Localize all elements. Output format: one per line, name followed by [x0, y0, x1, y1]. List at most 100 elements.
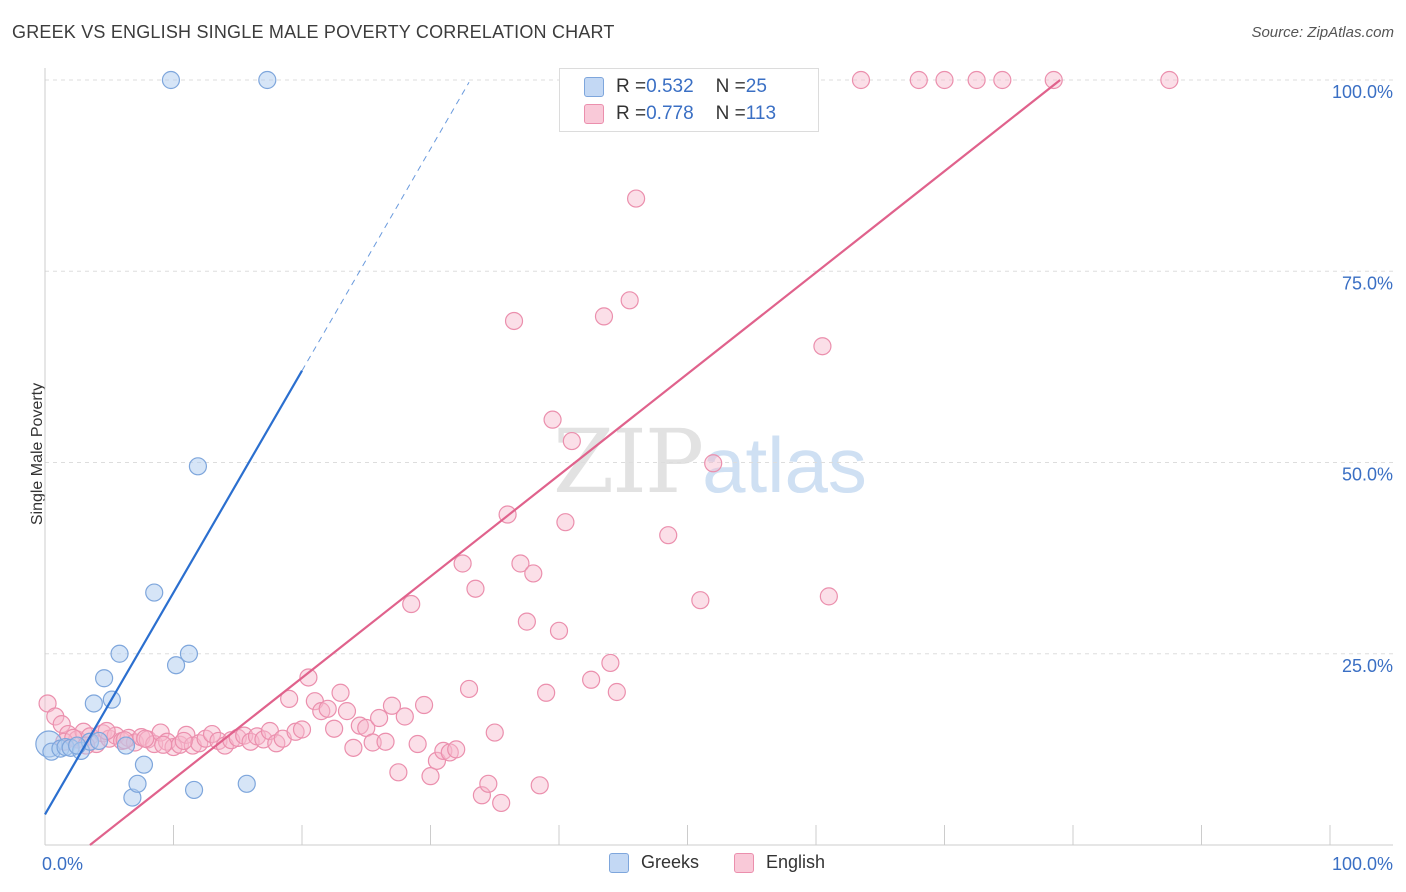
english-point-90 [659, 526, 678, 545]
english-point-79 [549, 621, 569, 640]
english-point-50 [363, 733, 382, 752]
english-point-73 [511, 554, 530, 573]
greeks-point-18 [166, 656, 186, 675]
english-trend-line [89, 79, 1061, 846]
y-tick-label-1: 50.0% [1342, 465, 1393, 485]
greeks-points [35, 70, 277, 807]
legend-row-english: R = 0.778 N = 113 [584, 102, 777, 126]
english-point-58 [414, 695, 434, 715]
greeks-n-value: 25 [745, 76, 767, 97]
english-point-74 [517, 612, 536, 631]
greeks-point-14 [128, 774, 147, 793]
gridlines [45, 79, 1393, 655]
greeks-point-19 [179, 644, 199, 663]
english-point-46 [337, 702, 357, 721]
source-label: Source: ZipAtlas.com [1251, 24, 1394, 41]
greeks-point-8 [89, 731, 109, 751]
english-point-110 [136, 729, 155, 748]
english-point-76 [530, 776, 549, 795]
english-point-111 [154, 735, 173, 754]
english-point-68 [479, 774, 498, 793]
english-point-65 [459, 679, 479, 699]
english-point-53 [382, 696, 402, 715]
greeks-legend-label: Greeks [641, 852, 700, 872]
english-point-93 [704, 454, 723, 473]
y-tick-label-3: 100.0% [1332, 82, 1393, 102]
greeks-point-11 [110, 644, 129, 663]
correlation-legend: R = 0.532 N = 25 R = 0.778 N = 113 [559, 68, 819, 132]
english-point-100 [935, 70, 954, 90]
english-point-54 [389, 763, 408, 782]
english-point-56 [402, 594, 421, 614]
english-point-59 [421, 767, 440, 786]
english-point-2 [52, 715, 71, 734]
english-point-26 [209, 731, 228, 751]
english-point-75 [524, 564, 543, 583]
y-tick-label-0: 25.0% [1342, 656, 1393, 676]
x-tick-label-1: 100.0% [1332, 854, 1393, 874]
english-point-25 [202, 724, 222, 744]
english-point-52 [376, 732, 395, 751]
greeks-point-21 [188, 457, 208, 476]
greeks-point-16 [145, 583, 164, 602]
chart-title: GREEK VS ENGLISH SINGLE MALE POVERTY COR… [12, 22, 615, 42]
english-point-69 [485, 723, 504, 742]
greeks-point-17 [161, 70, 181, 90]
x-tick-label-0: 0.0% [42, 854, 83, 874]
english-point-78 [543, 410, 562, 429]
english-point-72 [504, 311, 524, 331]
watermark-atlas: atlas [702, 421, 867, 509]
english-n-value: 113 [745, 103, 777, 124]
english-point-77 [537, 683, 556, 702]
english-point-80 [556, 513, 575, 532]
english-point-92 [691, 591, 710, 610]
english-point-101 [967, 70, 986, 90]
english-point-86 [607, 682, 626, 702]
english-point-55 [395, 707, 414, 726]
english-r-label: R = [616, 103, 647, 124]
english-point-63 [447, 740, 466, 759]
english-point-83 [582, 670, 601, 689]
english-point-104 [1160, 70, 1179, 90]
tick-labels: 25.0% 50.0% 75.0% 100.0% 0.0% 100.0% [42, 82, 1393, 874]
greeks-point-23 [258, 70, 277, 90]
english-point-57 [408, 734, 427, 754]
greeks-n-label: N = [715, 76, 746, 97]
english-point-43 [318, 699, 337, 718]
english-point-39 [292, 720, 312, 739]
greeks-point-12 [116, 736, 136, 755]
english-point-67 [472, 786, 491, 805]
english-point-88 [626, 189, 646, 208]
english-point-70 [492, 793, 511, 813]
english-point-85 [601, 653, 620, 673]
english-legend-swatch [734, 852, 754, 873]
greeks-trend-extension [301, 82, 470, 371]
trend-lines [44, 79, 1061, 846]
english-point-51 [370, 708, 389, 728]
watermark-zip: ZIP [553, 410, 704, 513]
english-points [38, 70, 1179, 813]
greeks-r-label: R = [616, 76, 647, 97]
greeks-legend-swatch [609, 852, 629, 873]
legend-item-greeks[interactable]: Greeks [609, 852, 699, 873]
greeks-point-15 [134, 755, 154, 774]
english-point-87 [620, 291, 639, 310]
english-swatch [584, 104, 604, 124]
greeks-r-value: 0.532 [646, 76, 694, 97]
greeks-point-9 [95, 669, 114, 688]
english-point-98 [851, 70, 871, 90]
greeks-swatch [584, 77, 604, 97]
axes [44, 68, 1393, 846]
series-legend: Greeks English [0, 852, 1406, 876]
english-n-label: N = [715, 103, 746, 124]
english-point-37 [280, 689, 299, 708]
english-point-35 [267, 734, 286, 753]
english-point-44 [325, 719, 344, 738]
legend-row-greeks: R = 0.532 N = 25 [584, 75, 767, 99]
greeks-point-22 [237, 774, 256, 793]
english-point-40 [299, 668, 318, 687]
english-point-102 [993, 70, 1012, 90]
english-point-97 [819, 587, 838, 606]
legend-item-english[interactable]: English [734, 852, 825, 873]
